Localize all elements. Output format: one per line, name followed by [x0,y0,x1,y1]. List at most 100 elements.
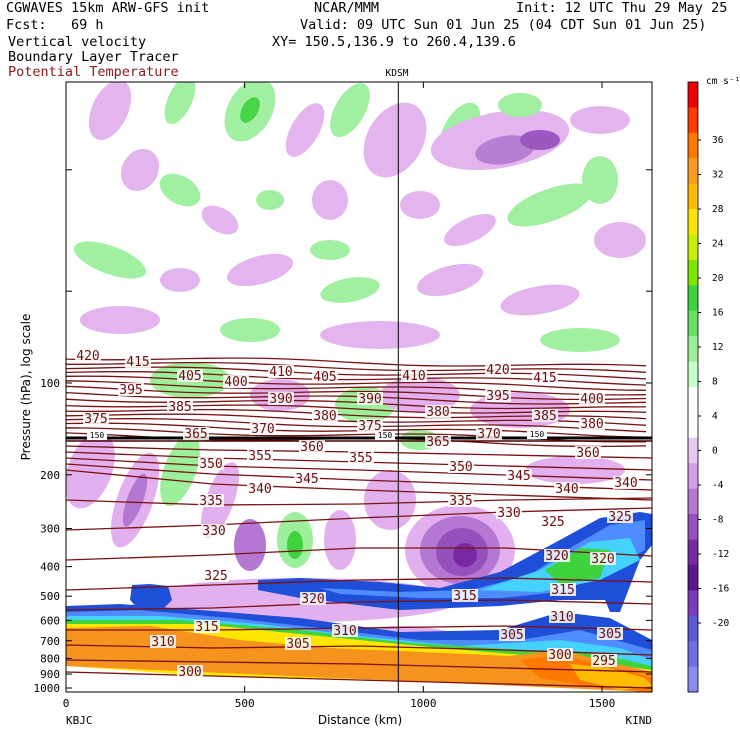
colorbar-label: 12 [712,342,723,353]
theta-label-bg [203,569,229,582]
upper-wave-pattern [73,82,646,352]
theta-label: 315 [551,583,574,598]
x-tick-label: 1000 [410,697,437,710]
theta-label: 335 [449,494,472,509]
theta-label-bg [299,440,325,453]
tropopause-label-bg [87,431,107,440]
theta-label: 315 [453,589,476,604]
theta-label: 405 [178,369,201,384]
colorbar-swatch [688,387,698,413]
theta-label-bg [268,365,294,378]
theta-label: 305 [500,628,523,643]
theta-label-bg [198,457,224,470]
theta-label: 325 [204,569,227,584]
theta-label: 375 [358,419,381,434]
theta-label: 320 [301,592,324,607]
theta-label-bg [194,620,220,633]
theta-label-bg [485,389,511,402]
theta-label: 415 [533,371,556,386]
theta-label: 400 [224,375,247,390]
colorbar-swatch [688,234,698,261]
theta-label-bg [540,515,566,528]
colorbar-unit: cm s⁻¹ [706,76,740,87]
colorbar-swatch [688,310,698,337]
colorbar-swatch [688,514,698,540]
tropopause-labels: 150 150 150 [87,430,547,440]
y-axis-title: Pressure (hPa), log scale [19,314,33,461]
y-tick-label: 700 [40,635,60,648]
theta-label-bg [332,624,358,637]
theta-label: 400 [580,392,603,407]
theta-label-bg [590,552,616,565]
theta-label: 325 [608,510,631,525]
theta-label: 320 [591,552,614,567]
colorbar-swatch [688,564,698,591]
colorbar-label: -12 [712,549,729,560]
theta-label: 365 [426,435,449,450]
theta-label-bg [425,405,451,418]
colorbar-swatch [688,463,698,490]
tropopause-label: 150 [378,431,393,440]
y-tick-label: 400 [40,561,60,574]
theta-label: 335 [199,494,222,509]
theta-label-bg [198,494,224,507]
theta-label: 375 [84,412,107,427]
colorbar-label: 20 [712,273,724,284]
vertical-velocity-field: 420 415 405 400 410 405 410 420 415 395 385 390 390 3… [66,82,652,692]
theta-contour [66,469,652,501]
theta-label-bg [476,427,502,440]
y-tick-label: 900 [40,668,60,681]
plot-frame [65,81,653,693]
theta-label-bg [544,549,570,562]
colorbar-swatch [688,336,698,363]
theta-label: 370 [477,427,500,442]
x-axis: 0 500 1000 1500 [63,82,615,710]
colorbar-swatch [688,209,698,235]
colorbar-swatch [688,590,698,617]
colorbar-swatch [688,539,698,566]
colorbar-swatch [688,666,698,693]
theta-label-bg [357,419,383,432]
theta-label: 355 [349,451,372,466]
colorbar-label: 8 [712,377,718,388]
theta-label: 410 [402,369,425,384]
x-tick-label: 0 [63,697,70,710]
theta-label: 330 [202,524,225,539]
colorbar-label: 32 [712,170,723,181]
theta-label: 405 [313,370,336,385]
theta-label: 385 [168,400,191,415]
theta-label: 390 [358,392,381,407]
theta-label: 380 [426,405,449,420]
theta-label: 340 [614,476,637,491]
y-tick-label: 100 [40,377,60,390]
theta-label-bg [177,369,203,382]
theta-label-bg [448,460,474,473]
y-tick-label: 600 [40,614,60,627]
theta-label-bg [575,446,601,459]
colorbar: 36 32 28 24 20 16 12 8 4 0 -4 -8 -12 -16 -20 [687,81,729,693]
theta-label-bg [357,392,383,405]
right-station-label: KIND [626,714,653,727]
theta-contour [66,418,647,433]
y-tick-label: 1000 [34,682,61,695]
theta-contour [66,497,652,506]
theta-label: 315 [195,620,218,635]
theta-contour [66,659,652,673]
colorbar-swatch [688,615,698,642]
theta-label-bg [549,610,575,623]
theta-label-bg [247,449,273,462]
y-tick-label: 300 [40,523,60,536]
field-label-tracer: Boundary Layer Tracer [8,49,179,65]
theta-label-bg [118,383,144,396]
theta-label: 390 [269,392,292,407]
theta-label-bg [547,648,573,661]
colorbar-label: 24 [712,239,724,250]
theta-label-bg [201,524,227,537]
tropopause-label: 150 [530,430,545,439]
theta-label-bg [348,451,374,464]
theta-contour [66,385,647,401]
colorbar-label: -20 [712,618,729,629]
theta-label-bg [499,628,525,641]
theta-label: 305 [598,627,621,642]
theta-label: 310 [550,610,573,625]
